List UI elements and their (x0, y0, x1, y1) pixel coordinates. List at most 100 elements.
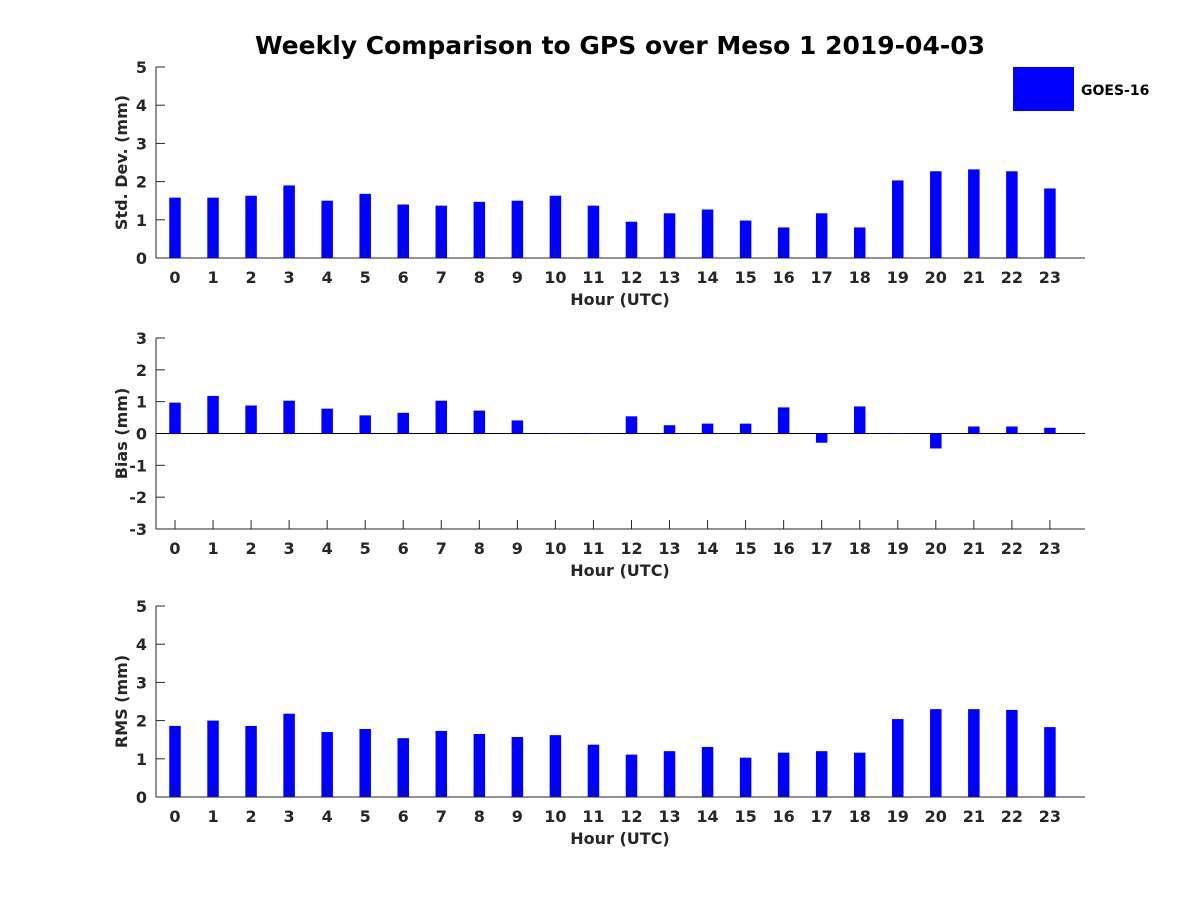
legend-swatch (1013, 67, 1074, 111)
bar-hour-7 (435, 730, 448, 797)
x-tick-label: 18 (849, 539, 871, 558)
x-tick-label: 10 (544, 807, 566, 826)
x-tick-label: 19 (887, 268, 909, 287)
bar-hour-23 (1044, 427, 1056, 434)
bar-hour-14 (701, 746, 714, 797)
x-tick-label: 4 (322, 268, 333, 287)
bar-hour-4 (321, 408, 333, 434)
x-tick-label: 5 (360, 268, 371, 287)
legend: GOES-16 (1013, 67, 1149, 111)
bar-hour-2 (245, 405, 257, 434)
bar-hour-7 (435, 400, 448, 434)
bar-hour-1 (207, 395, 219, 434)
x-tick-label: 7 (436, 807, 447, 826)
y-tick-label: 5 (136, 58, 147, 77)
x-tick-label: 0 (169, 539, 180, 558)
x-tick-label: 1 (207, 268, 218, 287)
bar-hour-0 (169, 197, 181, 258)
x-tick-label: 1 (207, 539, 218, 558)
x-tick-label: 23 (1039, 807, 1061, 826)
bar-hour-18 (853, 752, 866, 797)
x-tick-label: 15 (734, 268, 756, 287)
bar-hour-11 (587, 433, 600, 434)
x-tick-label: 8 (474, 539, 485, 558)
bar-hour-23 (1044, 188, 1056, 258)
bar-hour-15 (739, 423, 752, 434)
y-tick-label: 4 (136, 635, 147, 654)
y-axis-label: Bias (mm) (112, 388, 131, 480)
x-tick-label: 1 (207, 807, 218, 826)
bar-hour-18 (853, 227, 866, 258)
bar-hour-9 (511, 200, 524, 258)
x-tick-label: 8 (474, 268, 485, 287)
bar-hour-13 (663, 751, 676, 797)
x-tick-label: 10 (544, 268, 566, 287)
bar-hour-8 (473, 410, 486, 434)
x-tick-label: 11 (582, 268, 604, 287)
x-tick-label: 15 (734, 807, 756, 826)
x-tick-label: 7 (436, 268, 447, 287)
bar-hour-13 (663, 425, 676, 434)
bar-hour-21 (968, 169, 980, 258)
x-tick-label: 21 (963, 268, 985, 287)
bar-hour-17 (815, 213, 828, 258)
bar-hour-5 (359, 193, 371, 258)
bar-hour-15 (739, 220, 752, 258)
x-tick-label: 16 (773, 539, 795, 558)
bar-hour-0 (169, 402, 181, 434)
bar-hour-11 (587, 205, 600, 258)
bar-hour-21 (968, 426, 980, 434)
bar-hour-1 (207, 720, 219, 797)
bar-hour-5 (359, 729, 371, 797)
x-tick-label: 5 (360, 539, 371, 558)
x-tick-label: 4 (322, 539, 333, 558)
legend-label: GOES-16 (1081, 83, 1149, 99)
x-tick-label: 23 (1039, 539, 1061, 558)
x-tick-label: 9 (512, 268, 523, 287)
x-tick-label: 14 (696, 539, 718, 558)
bar-hour-7 (435, 205, 448, 258)
bar-hour-22 (1006, 426, 1018, 434)
x-tick-label: 17 (811, 539, 833, 558)
bar-hour-1 (207, 197, 219, 258)
bar-hour-19 (892, 433, 904, 434)
bar-hour-20 (930, 433, 942, 449)
bar-hour-12 (625, 754, 638, 797)
bar-hour-4 (321, 732, 333, 797)
y-tick-label: 3 (136, 329, 147, 348)
bar-hour-18 (853, 406, 866, 434)
x-tick-label: 13 (658, 268, 680, 287)
bar-hour-2 (245, 195, 257, 258)
bar-hour-17 (815, 433, 828, 443)
y-tick-label: -1 (129, 456, 147, 475)
y-tick-label: 3 (136, 134, 147, 153)
x-tick-label: 6 (398, 268, 409, 287)
bar-hour-19 (892, 719, 904, 797)
x-tick-label: 21 (963, 807, 985, 826)
bar-hour-3 (283, 713, 295, 797)
y-tick-label: 2 (136, 173, 147, 192)
x-tick-label: 8 (474, 807, 485, 826)
bar-hour-6 (397, 412, 409, 434)
bar-hour-8 (473, 201, 486, 258)
bar-hour-4 (321, 200, 333, 258)
x-tick-label: 3 (284, 539, 295, 558)
bar-hour-20 (930, 709, 942, 797)
y-tick-label: 0 (136, 249, 147, 268)
x-tick-label: 7 (436, 539, 447, 558)
x-tick-label: 9 (512, 539, 523, 558)
x-tick-label: 2 (246, 268, 257, 287)
bar-hour-17 (815, 751, 828, 797)
x-tick-label: 12 (620, 268, 642, 287)
bar-hour-14 (701, 423, 714, 434)
bar-hour-15 (739, 757, 752, 797)
x-tick-label: 3 (284, 268, 295, 287)
bar-hour-2 (245, 725, 257, 797)
bar-hour-21 (968, 709, 980, 797)
x-axis-label: Hour (UTC) (570, 829, 670, 848)
bar-hour-3 (283, 400, 295, 434)
